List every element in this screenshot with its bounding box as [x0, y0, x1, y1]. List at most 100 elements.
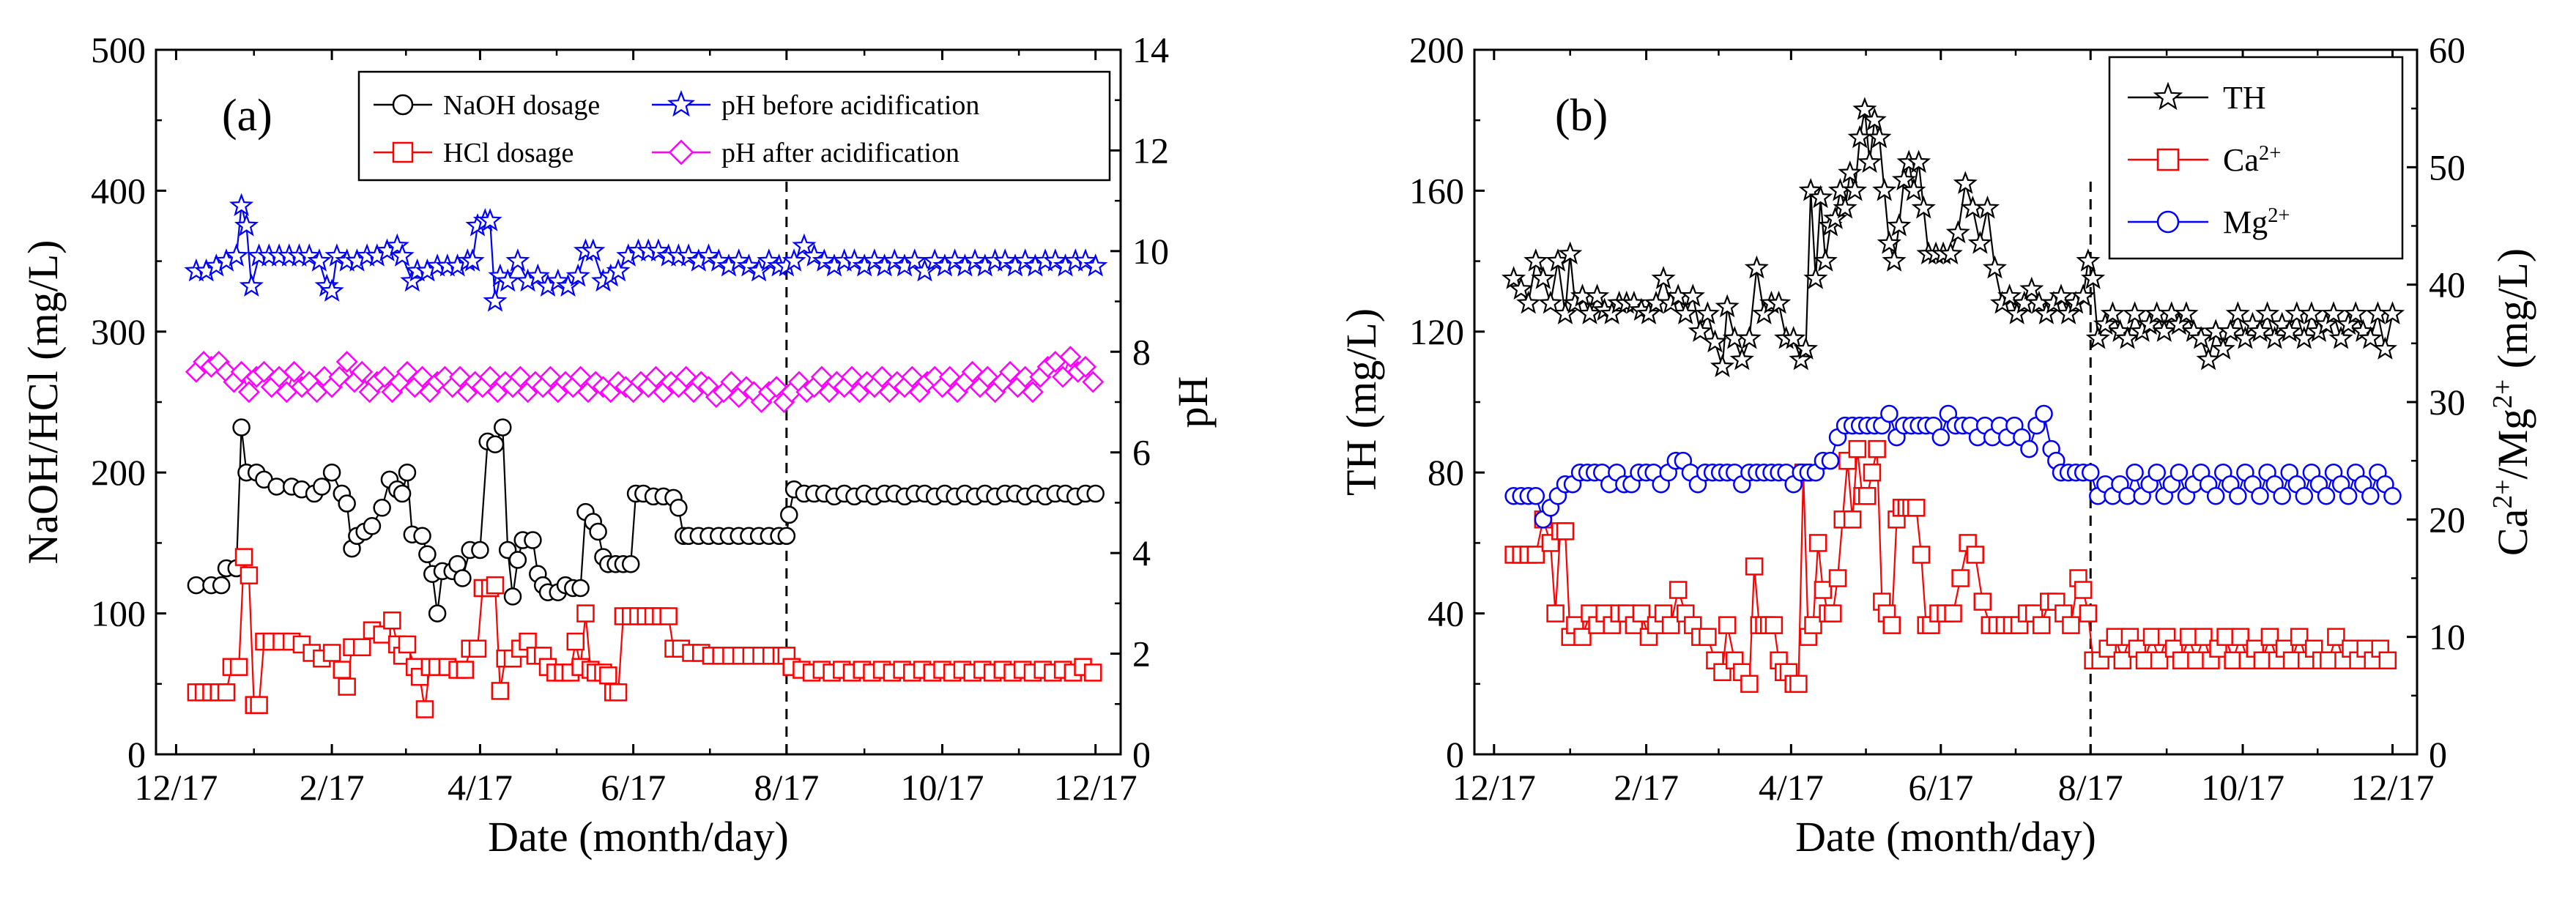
- data-point: [1600, 301, 1625, 324]
- y-right-tick-label: 40: [2429, 264, 2465, 305]
- data-point: [2336, 311, 2361, 335]
- y-left-tick-label: 300: [91, 311, 146, 352]
- data-point: [2081, 463, 2100, 482]
- data-point: [2247, 319, 2273, 342]
- data-point: [413, 527, 431, 546]
- data-point: [1966, 546, 1984, 564]
- data-point: [1516, 290, 1541, 314]
- y-right-tick-label: 2: [1132, 633, 1151, 675]
- data-point: [1764, 616, 1783, 634]
- data-point: [1718, 616, 1737, 634]
- data-point: [571, 579, 590, 598]
- data-point: [1740, 675, 1759, 694]
- x-tick-label: 8/17: [2058, 767, 2123, 808]
- series-ph-before-acidification: [184, 193, 1108, 312]
- panel-a-chart: 12/17 2/17 4/17 6/17 8/17 10/17 12/17010020030…: [19, 29, 1217, 861]
- data-point: [1997, 283, 2022, 307]
- data-point: [696, 243, 721, 267]
- y-left-tick-label: 0: [1446, 734, 1464, 775]
- panel-label: (a): [222, 91, 272, 141]
- data-point: [478, 208, 502, 231]
- data-point: [2251, 487, 2269, 505]
- data-point: [2100, 301, 2125, 324]
- data-point: [239, 273, 264, 297]
- data-point: [1737, 325, 1762, 349]
- legend-marker: [668, 139, 694, 166]
- data-point: [1872, 177, 1897, 201]
- data-point: [1843, 510, 1862, 529]
- series-ph-after-acidification: [185, 346, 1105, 413]
- data-point: [1021, 381, 1044, 404]
- data-point: [922, 248, 947, 272]
- data-point: [212, 576, 231, 595]
- data-point: [1710, 354, 1735, 378]
- data-point: [352, 638, 371, 657]
- data-point: [351, 360, 374, 383]
- y-left-tick-label: 200: [91, 452, 146, 493]
- data-point: [2282, 651, 2301, 669]
- data-point: [1688, 319, 1712, 342]
- data-point: [2123, 301, 2148, 324]
- data-point: [471, 540, 489, 560]
- data-point: [576, 604, 595, 623]
- data-point: [491, 682, 510, 700]
- y-right-tick-label: 0: [1132, 734, 1151, 775]
- data-point: [2142, 628, 2161, 646]
- data-point: [565, 263, 590, 287]
- data-point: [2380, 301, 2405, 324]
- legend-marker: [392, 141, 414, 163]
- data-point: [1531, 266, 1556, 289]
- data-point: [2327, 628, 2345, 646]
- y-right-tick-label: 4: [1132, 532, 1151, 573]
- data-point: [2218, 319, 2243, 342]
- data-point: [333, 661, 352, 679]
- data-point: [1877, 231, 1901, 254]
- data-point: [1842, 177, 1868, 201]
- data-point: [418, 545, 437, 564]
- x-axis-title: Date (month/day): [1795, 813, 2096, 861]
- data-point: [2076, 248, 2101, 272]
- data-point: [2137, 311, 2162, 335]
- data-point: [1907, 149, 1931, 174]
- legend-label: pH after acidification: [721, 138, 959, 168]
- legend: NaOH dosage HCl dosage pH before acidifica…: [357, 70, 1111, 182]
- series-ca2-: [1504, 439, 2397, 694]
- x-tick-label: 4/17: [448, 767, 513, 808]
- legend-label: Mg2+: [2223, 204, 2290, 241]
- data-point: [483, 289, 508, 312]
- y-right-tick-label: 6: [1132, 432, 1151, 473]
- y-left-tick-label: 160: [1409, 170, 1464, 211]
- data-point: [1014, 365, 1036, 388]
- data-point: [1086, 484, 1105, 503]
- data-point: [1867, 125, 1892, 149]
- data-point: [390, 243, 415, 267]
- data-point: [882, 248, 907, 272]
- legend-marker: [392, 94, 414, 116]
- data-point: [962, 248, 987, 272]
- y-right-tick-label: 50: [2429, 146, 2465, 187]
- data-point: [2339, 487, 2358, 505]
- data-point: [229, 658, 248, 676]
- data-point: [486, 435, 505, 453]
- data-point: [1546, 604, 1564, 623]
- data-point: [2277, 319, 2302, 342]
- data-point: [283, 360, 305, 383]
- x-tick-label: 4/17: [1759, 767, 1824, 808]
- data-point: [2148, 463, 2166, 482]
- data-point: [706, 248, 731, 272]
- data-point: [1973, 592, 1992, 611]
- y-right-tick-label: 14: [1132, 29, 1169, 70]
- data-point: [1661, 616, 1680, 634]
- data-point: [505, 248, 530, 272]
- x-tick-label: 6/17: [1908, 767, 1973, 808]
- data-point: [1813, 248, 1838, 272]
- data-point: [2071, 283, 2096, 307]
- data-point: [2074, 581, 2093, 599]
- data-point: [646, 238, 671, 261]
- data-point: [234, 548, 253, 566]
- data-point: [456, 661, 475, 679]
- data-point: [1526, 487, 1545, 505]
- series-th: [1502, 97, 2405, 378]
- data-point: [2224, 651, 2242, 669]
- data-point: [2231, 628, 2249, 646]
